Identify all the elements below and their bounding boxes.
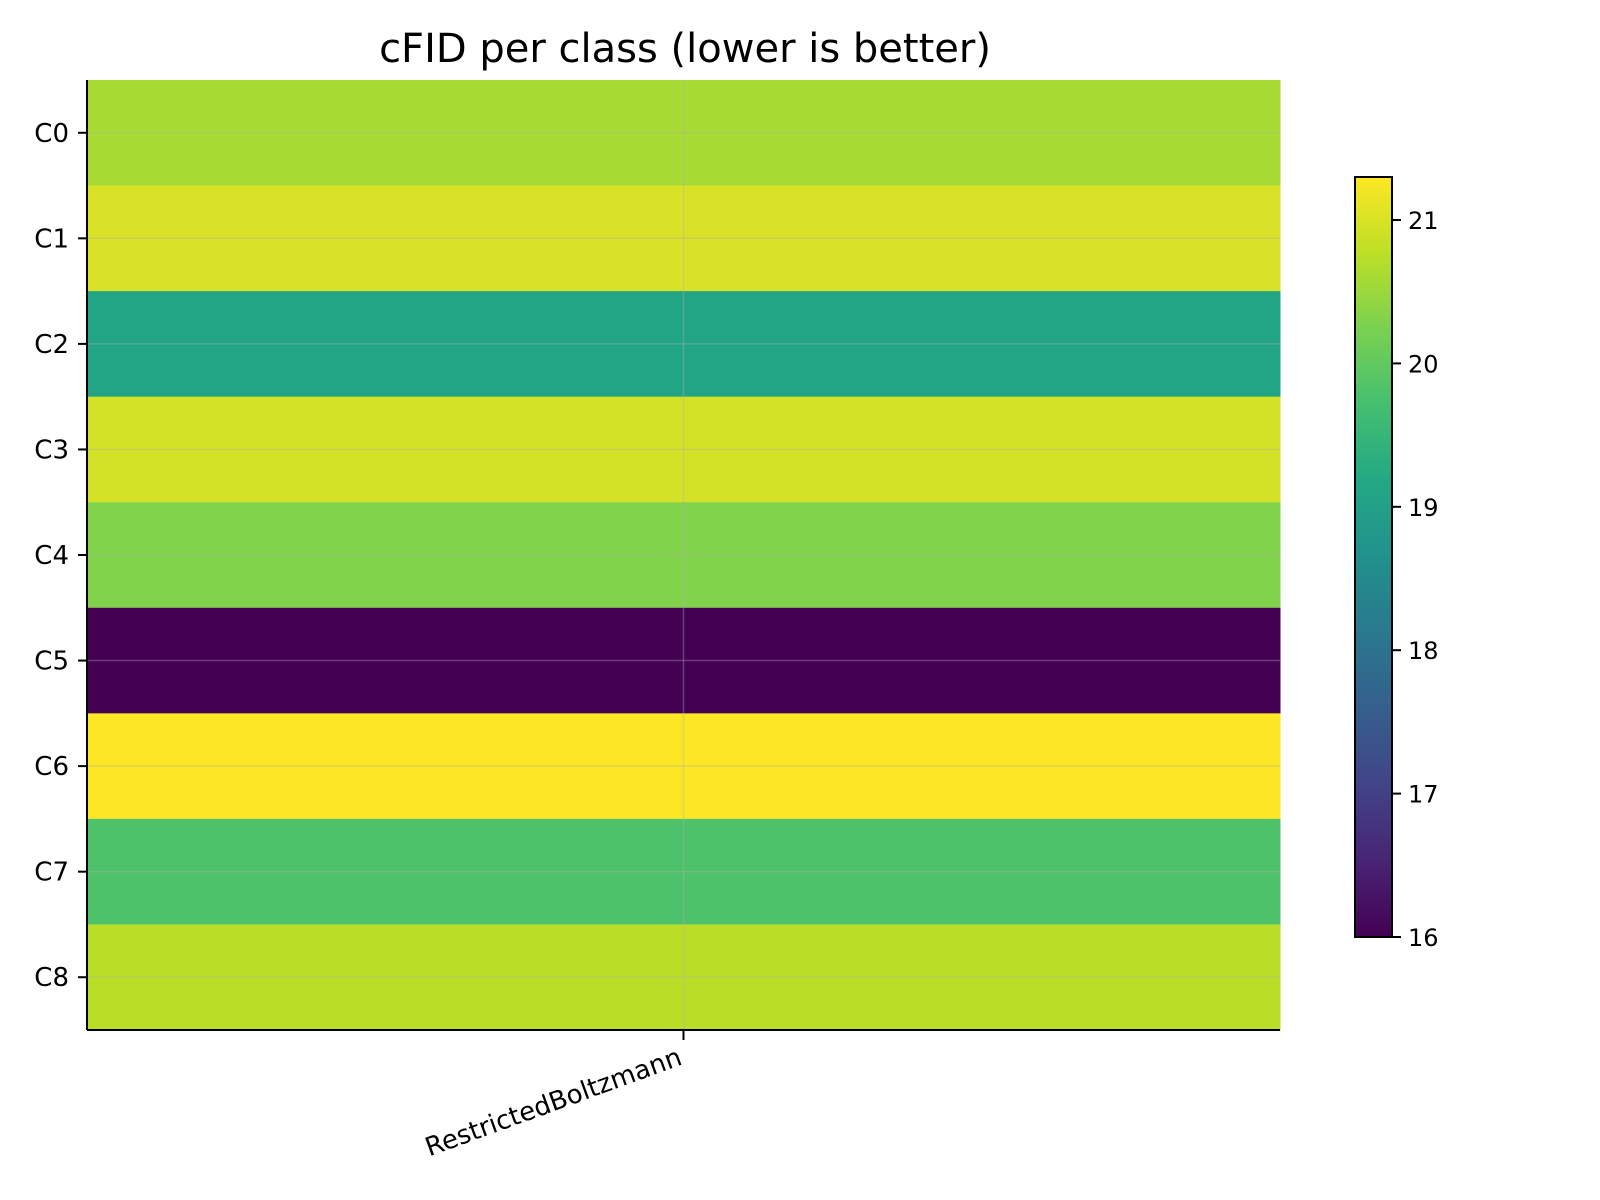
heatmap-cell-C0 (87, 80, 1281, 187)
grid-lines (87, 80, 1280, 1030)
y-tick-label: C7 (34, 858, 69, 888)
colorbar-tick-label: 19 (1408, 494, 1439, 522)
heatmap-cells (87, 80, 1281, 1031)
y-axis-ticks: C0 C1 C2 C3 C4 C5 C6 C7 C8 (34, 119, 87, 993)
heatmap-cell-C5 (87, 607, 1281, 714)
y-tick-label: C4 (34, 541, 69, 571)
y-tick-label: C8 (34, 963, 69, 993)
y-tick-label: C3 (34, 435, 69, 465)
heatmap-cell-C2 (87, 291, 1281, 398)
heatmap-cell-C1 (87, 185, 1281, 292)
heatmap-cell-C3 (87, 396, 1281, 503)
colorbar-tick-label: 21 (1408, 207, 1439, 235)
y-tick-label: C5 (34, 647, 69, 677)
x-tick-label: RestrictedBoltzmann (421, 1042, 686, 1163)
y-tick-label: C2 (34, 330, 69, 360)
colorbar-tick-label: 16 (1408, 924, 1439, 952)
colorbar-gradient (1354, 176, 1393, 938)
chart-title: cFID per class (lower is better) (379, 26, 991, 72)
heatmap-cell-C4 (87, 502, 1281, 609)
colorbar-tick-label: 20 (1408, 350, 1439, 378)
colorbar-tick-label: 18 (1408, 637, 1439, 665)
y-tick-label: C1 (34, 224, 69, 254)
colorbar: 16 17 18 19 20 21 (1354, 176, 1439, 952)
colorbar-tick-label: 17 (1408, 781, 1439, 809)
x-axis-ticks: RestrictedBoltzmann (421, 1030, 686, 1163)
y-tick-label: C6 (34, 752, 69, 782)
heatmap-cell-C8 (87, 924, 1281, 1031)
heatmap-cell-C7 (87, 818, 1281, 925)
y-tick-label: C0 (34, 119, 69, 149)
heatmap-cell-C6 (87, 713, 1281, 820)
